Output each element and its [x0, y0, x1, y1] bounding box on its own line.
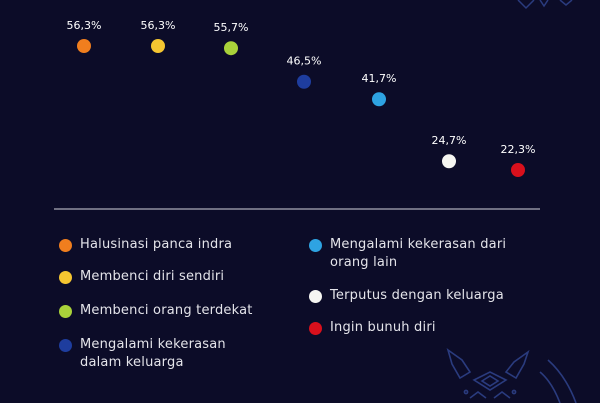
legend-dot-icon: [59, 238, 72, 252]
legend-label: Terputus dengan keluarga: [330, 288, 504, 303]
data-point-7: [511, 163, 525, 177]
legend-label: Ingin bunuh diri: [330, 320, 436, 335]
legend-item-2: Membenci diri sendiri: [59, 268, 224, 286]
legend-dot-icon: [309, 289, 322, 303]
legend-item-7: Ingin bunuh diri: [309, 319, 436, 337]
legend-label: Halusinasi panca indra: [80, 237, 233, 252]
ornament-top-right-icon: [517, 0, 573, 10]
data-point-6: [442, 154, 456, 169]
value-labels: 56,3% 56,3% 55,7% 46,5% 41,7% 24,7% 22,3%: [67, 19, 536, 156]
value-label-7: 22,3%: [501, 143, 536, 156]
data-point-2: [151, 39, 165, 53]
legend-item-5: Mengalami kekerasan dari orang lain: [309, 236, 506, 272]
legend-label: Membenci diri sendiri: [80, 269, 225, 284]
data-point-5: [372, 92, 386, 107]
legend-dot-icon: [309, 238, 322, 252]
data-point-3: [224, 41, 238, 56]
value-label-2: 56,3%: [141, 19, 176, 32]
value-label-4: 46,5%: [287, 55, 322, 68]
legend-item-6: Terputus dengan keluarga: [309, 287, 504, 305]
legend-dot-icon: [59, 304, 72, 318]
data-point-1: [77, 39, 91, 53]
ornament-bottom-right-icon: [446, 348, 577, 403]
legend-item-4: Mengalami kekerasan dalam keluarga: [59, 336, 226, 372]
legend-label: Mengalami kekerasan dalam keluarga: [80, 337, 226, 370]
data-point-4: [297, 74, 311, 89]
value-label-3: 55,7%: [214, 21, 249, 34]
ornament-group: [446, 0, 577, 403]
legend-dot-icon: [59, 270, 72, 284]
value-label-6: 24,7%: [432, 134, 467, 147]
legend-dot-icon: [309, 321, 322, 335]
legend-item-3: Membenci orang terdekat: [59, 302, 253, 320]
legend-label: Membenci orang terdekat: [80, 303, 253, 318]
data-points: [77, 39, 525, 177]
legend-dot-icon: [59, 338, 72, 352]
legend-label: Mengalami kekerasan dari orang lain: [330, 237, 507, 270]
legend-item-1: Halusinasi panca indra: [59, 236, 232, 254]
value-label-1: 56,3%: [67, 19, 102, 32]
value-label-5: 41,7%: [362, 72, 397, 85]
